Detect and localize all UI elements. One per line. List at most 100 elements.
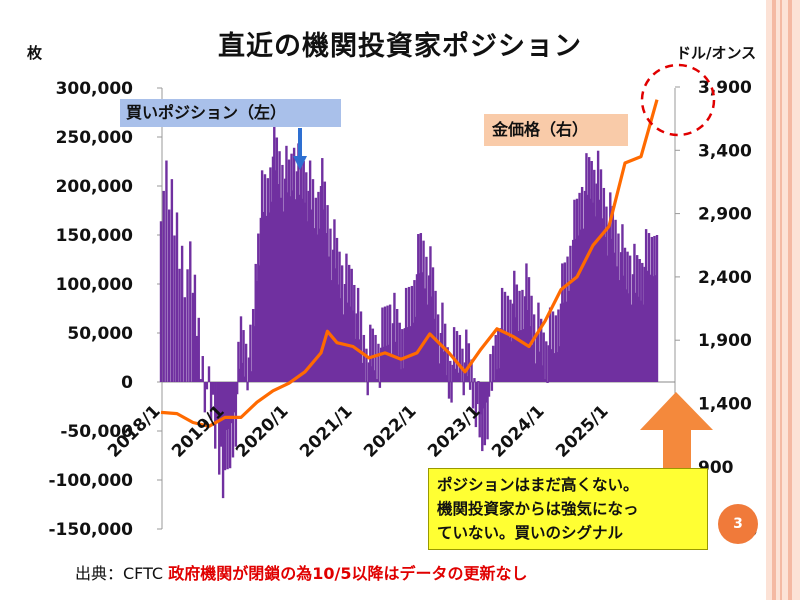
position-bar — [605, 206, 608, 382]
position-bar — [323, 181, 327, 382]
position-bar — [487, 382, 491, 397]
position-bar — [413, 280, 416, 382]
position-bar — [479, 382, 483, 415]
position-bar — [467, 343, 471, 382]
position-bar — [271, 156, 275, 382]
left-axis-tick-label: 300,000 — [56, 79, 134, 99]
right-axis-tick-label: 3,400 — [698, 141, 752, 161]
position-bar — [436, 314, 440, 382]
position-bar — [178, 268, 181, 382]
position-bar — [614, 219, 617, 382]
position-bar — [249, 324, 252, 382]
position-bar — [558, 346, 561, 382]
position-bar — [318, 228, 321, 382]
position-bar — [173, 235, 176, 382]
position-bar — [569, 245, 572, 382]
position-bar — [165, 160, 168, 382]
position-bar — [228, 382, 232, 469]
position-bar — [483, 382, 487, 446]
position-bar — [442, 351, 446, 382]
position-bar — [557, 309, 560, 382]
position-bar — [402, 368, 405, 382]
position-bar — [446, 347, 449, 382]
position-bar — [286, 192, 289, 382]
position-bar — [387, 344, 391, 382]
position-bar — [423, 288, 427, 382]
position-bar — [527, 277, 531, 382]
position-bar — [498, 368, 501, 382]
position-bar — [514, 317, 517, 382]
position-bar — [186, 269, 189, 382]
position-bar — [324, 233, 328, 382]
position-bar — [342, 314, 345, 382]
position-bar — [343, 284, 347, 382]
position-bar — [619, 252, 623, 382]
position-bar — [461, 348, 464, 382]
position-bar — [339, 298, 343, 382]
position-bar — [447, 382, 451, 399]
position-bar — [515, 284, 519, 382]
position-bar — [235, 382, 239, 395]
position-bar — [607, 225, 611, 382]
position-bar — [322, 209, 325, 382]
left-axis-tick-label: -100,000 — [49, 471, 134, 491]
position-bar — [321, 158, 324, 382]
position-bar — [466, 376, 469, 382]
position-bar — [516, 331, 520, 382]
position-bar — [410, 285, 414, 382]
position-bar — [394, 341, 398, 382]
position-bar — [502, 329, 505, 382]
x-axis-tick-label: 2022/1 — [360, 401, 420, 461]
position-bar — [379, 347, 383, 382]
position-bar — [391, 323, 395, 382]
position-bar — [625, 289, 628, 382]
position-bar — [545, 341, 548, 382]
position-bar — [580, 186, 584, 382]
position-bar — [242, 330, 245, 382]
position-bar — [525, 263, 528, 382]
position-bar — [365, 348, 368, 382]
position-bar — [474, 382, 478, 428]
position-bar — [290, 153, 293, 382]
position-bar — [438, 363, 441, 382]
position-bar — [441, 302, 444, 382]
position-bar — [425, 256, 428, 382]
position-bar — [494, 334, 497, 382]
position-bar — [637, 296, 640, 382]
position-bar — [310, 209, 313, 382]
position-bar — [601, 218, 604, 382]
position-bar — [362, 334, 366, 382]
position-bar — [420, 272, 424, 382]
position-bar — [594, 216, 597, 382]
position-bar — [582, 228, 585, 382]
position-bar — [507, 337, 511, 382]
position-bar — [615, 266, 619, 382]
position-bar — [205, 382, 209, 390]
position-bar — [270, 201, 273, 382]
position-bar — [542, 332, 545, 382]
position-bar — [606, 255, 609, 382]
position-bar — [225, 382, 228, 431]
position-bar — [567, 290, 571, 382]
position-bar — [415, 274, 419, 382]
position-bar — [260, 170, 264, 382]
position-bar — [482, 382, 485, 409]
position-bar — [564, 301, 568, 382]
position-bar — [541, 365, 544, 382]
position-bar — [294, 199, 297, 382]
position-bar — [350, 268, 353, 382]
slide-right-decoration — [766, 0, 800, 600]
position-bar — [473, 378, 476, 382]
position-bar — [435, 342, 439, 382]
position-bar — [497, 329, 500, 382]
left-axis-tick-label: 50,000 — [67, 324, 133, 344]
position-bar — [443, 323, 447, 382]
position-bar — [522, 329, 526, 382]
note-line: ていない。買いのシグナル — [437, 524, 624, 542]
position-bar — [638, 259, 641, 382]
position-bar — [634, 292, 638, 382]
position-bar — [506, 295, 510, 382]
position-bar — [326, 205, 329, 382]
position-bar — [570, 280, 574, 382]
position-bar — [308, 160, 312, 382]
